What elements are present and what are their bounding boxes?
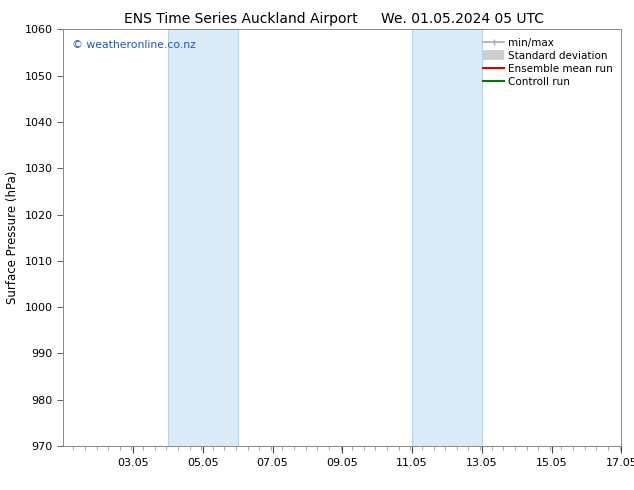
Bar — [412, 29, 482, 446]
Bar — [168, 29, 238, 446]
Y-axis label: Surface Pressure (hPa): Surface Pressure (hPa) — [6, 171, 19, 304]
Legend: min/max, Standard deviation, Ensemble mean run, Controll run: min/max, Standard deviation, Ensemble me… — [480, 35, 616, 90]
Text: © weatheronline.co.nz: © weatheronline.co.nz — [72, 40, 196, 50]
Text: We. 01.05.2024 05 UTC: We. 01.05.2024 05 UTC — [381, 12, 545, 26]
Text: ENS Time Series Auckland Airport: ENS Time Series Auckland Airport — [124, 12, 358, 26]
